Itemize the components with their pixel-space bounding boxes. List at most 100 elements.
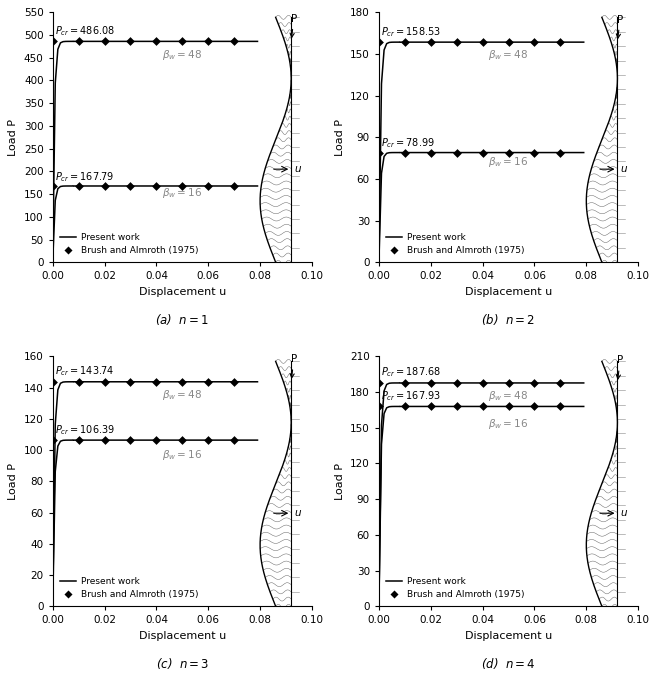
Point xyxy=(374,37,384,47)
Point xyxy=(125,435,136,445)
Point xyxy=(451,401,462,412)
Legend: Present work, Brush and Almroth (1975): Present work, Brush and Almroth (1975) xyxy=(57,575,201,602)
Legend: Present work, Brush and Almroth (1975): Present work, Brush and Almroth (1975) xyxy=(384,231,527,258)
Point xyxy=(177,376,188,387)
Text: $P_{cr} = 106.39$: $P_{cr} = 106.39$ xyxy=(55,423,115,437)
Point xyxy=(203,181,213,192)
Text: $P_{cr} = 143.74$: $P_{cr} = 143.74$ xyxy=(55,364,114,378)
Point xyxy=(229,36,240,47)
Point xyxy=(99,376,110,387)
Point xyxy=(399,378,410,389)
Point xyxy=(125,181,136,192)
Text: P: P xyxy=(617,15,623,38)
Point xyxy=(555,147,566,158)
Text: $\beta_w = 16$: $\beta_w = 16$ xyxy=(488,156,528,169)
Text: $\beta_w = 16$: $\beta_w = 16$ xyxy=(162,186,202,200)
Text: P: P xyxy=(290,14,297,37)
Text: $P_{cr} = 486.08$: $P_{cr} = 486.08$ xyxy=(55,24,115,38)
Point xyxy=(73,435,84,445)
X-axis label: Displacement u: Displacement u xyxy=(139,287,226,297)
Point xyxy=(399,401,410,412)
Text: (c)  $n = 3$: (c) $n = 3$ xyxy=(155,656,209,672)
Point xyxy=(374,147,384,158)
Point xyxy=(477,147,488,158)
Point xyxy=(125,36,136,47)
Point xyxy=(229,181,240,192)
Point xyxy=(477,37,488,47)
Point xyxy=(99,36,110,47)
Point xyxy=(555,401,566,412)
Text: $P_{cr} = 78.99$: $P_{cr} = 78.99$ xyxy=(382,137,436,150)
Y-axis label: Load P: Load P xyxy=(334,463,345,500)
Point xyxy=(47,376,58,387)
Point xyxy=(125,376,136,387)
Point xyxy=(503,147,514,158)
Point xyxy=(73,181,84,192)
Text: (d)  $n = 4$: (d) $n = 4$ xyxy=(481,656,536,672)
Point xyxy=(529,147,540,158)
Point xyxy=(374,378,384,389)
Text: $P_{cr} = 158.53$: $P_{cr} = 158.53$ xyxy=(382,25,442,39)
Point xyxy=(529,378,540,389)
Point xyxy=(555,378,566,389)
Text: $\beta_w = 16$: $\beta_w = 16$ xyxy=(488,418,528,431)
Point xyxy=(529,401,540,412)
X-axis label: Displacement u: Displacement u xyxy=(465,287,552,297)
Point xyxy=(151,435,162,445)
Point xyxy=(47,181,58,192)
Point xyxy=(451,37,462,47)
Point xyxy=(451,147,462,158)
Point xyxy=(203,435,213,445)
Legend: Present work, Brush and Almroth (1975): Present work, Brush and Almroth (1975) xyxy=(384,575,527,602)
Point xyxy=(426,37,436,47)
Point xyxy=(477,401,488,412)
Text: $u$: $u$ xyxy=(293,508,302,518)
Point xyxy=(229,376,240,387)
Text: $\beta_w = 48$: $\beta_w = 48$ xyxy=(488,389,528,403)
Text: $u$: $u$ xyxy=(293,164,302,174)
Point xyxy=(177,181,188,192)
Point xyxy=(426,147,436,158)
X-axis label: Displacement u: Displacement u xyxy=(139,631,226,641)
Y-axis label: Load P: Load P xyxy=(9,463,18,500)
Point xyxy=(503,378,514,389)
Point xyxy=(151,36,162,47)
Point xyxy=(99,435,110,445)
Point xyxy=(73,376,84,387)
Text: (b)  $n = 2$: (b) $n = 2$ xyxy=(482,312,536,327)
Point xyxy=(555,37,566,47)
Point xyxy=(399,37,410,47)
Text: $P_{cr} = 187.68$: $P_{cr} = 187.68$ xyxy=(382,366,442,380)
Point xyxy=(47,36,58,47)
Point xyxy=(426,401,436,412)
Text: $u$: $u$ xyxy=(620,164,628,174)
Point xyxy=(73,36,84,47)
Point xyxy=(177,435,188,445)
Point xyxy=(203,36,213,47)
Y-axis label: Load P: Load P xyxy=(334,118,345,156)
Point xyxy=(477,378,488,389)
Point xyxy=(229,435,240,445)
Text: (a)  $n = 1$: (a) $n = 1$ xyxy=(155,312,209,327)
Text: $\beta_w = 48$: $\beta_w = 48$ xyxy=(488,48,528,62)
Point xyxy=(203,376,213,387)
Point xyxy=(374,401,384,412)
Point xyxy=(529,37,540,47)
Text: P: P xyxy=(290,354,297,378)
Point xyxy=(503,37,514,47)
Text: P: P xyxy=(617,355,623,379)
X-axis label: Displacement u: Displacement u xyxy=(465,631,552,641)
Y-axis label: Load P: Load P xyxy=(9,118,18,156)
Point xyxy=(99,181,110,192)
Point xyxy=(426,378,436,389)
Text: $P_{cr} = 167.93$: $P_{cr} = 167.93$ xyxy=(382,389,442,403)
Text: $\beta_w = 16$: $\beta_w = 16$ xyxy=(162,448,202,462)
Point xyxy=(47,435,58,445)
Point xyxy=(151,376,162,387)
Legend: Present work, Brush and Almroth (1975): Present work, Brush and Almroth (1975) xyxy=(57,231,201,258)
Text: $\beta_w = 48$: $\beta_w = 48$ xyxy=(162,47,201,62)
Point xyxy=(451,378,462,389)
Text: $P_{cr} = 167.79$: $P_{cr} = 167.79$ xyxy=(55,170,114,184)
Point xyxy=(503,401,514,412)
Point xyxy=(151,181,162,192)
